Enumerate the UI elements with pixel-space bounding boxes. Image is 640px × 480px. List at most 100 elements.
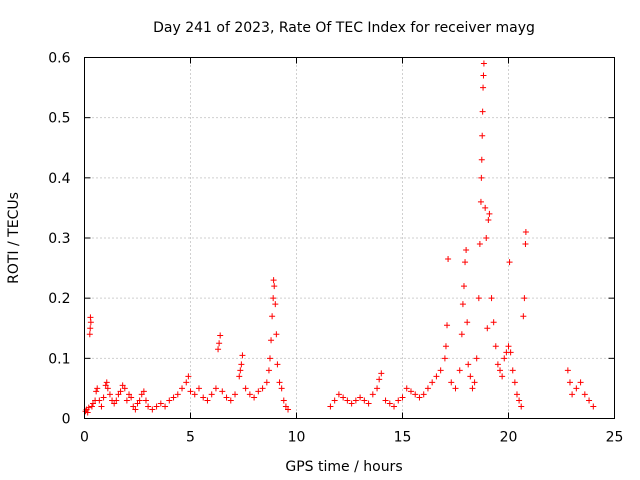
data-point (452, 385, 459, 392)
data-point (441, 355, 448, 362)
data-point (458, 331, 465, 338)
data-point (130, 403, 137, 410)
data-point (494, 361, 501, 368)
data-point (327, 403, 334, 410)
data-point (142, 397, 149, 404)
data-point (179, 385, 186, 392)
data-point (376, 376, 383, 383)
data-point (216, 340, 223, 347)
data-point (174, 391, 181, 398)
data-point (96, 397, 103, 404)
data-point (183, 379, 190, 386)
data-point (463, 247, 470, 254)
data-point (278, 385, 285, 392)
data-point (282, 403, 289, 410)
data-point (459, 301, 466, 308)
data-point (590, 403, 597, 410)
data-point (111, 400, 118, 407)
data-point (232, 391, 239, 398)
data-point (100, 394, 107, 401)
data-point (464, 319, 471, 326)
x-axis-label: GPS time / hours (285, 459, 402, 475)
data-point (268, 337, 275, 344)
data-point (513, 391, 520, 398)
data-point (140, 388, 147, 395)
y-tick-label: 0.2 (48, 291, 70, 307)
data-point (486, 210, 493, 217)
y-tick-label: 0.6 (48, 51, 70, 67)
data-point (274, 361, 281, 368)
data-point (94, 385, 101, 392)
data-point (98, 403, 105, 410)
data-point (501, 355, 508, 362)
data-point (259, 385, 266, 392)
data-point (236, 373, 243, 380)
data-point (237, 367, 244, 374)
data-point (123, 397, 130, 404)
data-point (378, 370, 385, 377)
data-point (365, 400, 372, 407)
data-point (239, 352, 246, 359)
data-point (136, 397, 143, 404)
data-point (480, 72, 487, 79)
data-point (128, 394, 135, 401)
data-point (238, 361, 245, 368)
data-point (391, 403, 398, 410)
data-point (511, 379, 518, 386)
data-point (195, 385, 202, 392)
x-tick-label: 10 (288, 430, 306, 446)
data-point (424, 385, 431, 392)
data-point (506, 259, 513, 266)
data-point (357, 394, 364, 401)
data-point (522, 241, 529, 248)
data-marks (82, 60, 597, 416)
data-point (433, 373, 440, 380)
data-point (386, 400, 393, 407)
data-point (87, 325, 94, 332)
x-tick-label: 0 (80, 430, 89, 446)
data-point (153, 403, 160, 410)
data-point (475, 295, 482, 302)
data-point (444, 322, 451, 329)
data-point (88, 403, 95, 410)
data-point (273, 331, 280, 338)
data-point (485, 216, 492, 223)
data-point (191, 391, 198, 398)
data-point (477, 198, 484, 205)
data-point (483, 235, 490, 241)
data-point (255, 388, 262, 395)
data-point (516, 397, 523, 404)
data-point (344, 397, 351, 404)
data-point (476, 241, 483, 248)
chart-title: Day 241 of 2023, Rate Of TEC Index for r… (153, 20, 535, 36)
data-point (488, 295, 495, 302)
data-point (352, 397, 359, 404)
data-point (117, 388, 124, 395)
data-point (448, 379, 455, 386)
data-point (126, 391, 133, 398)
data-point (467, 373, 474, 380)
data-point (269, 313, 276, 320)
data-point (566, 379, 573, 386)
data-point (85, 404, 92, 411)
data-point (119, 382, 126, 389)
data-point (217, 332, 224, 339)
data-point (361, 397, 368, 404)
y-tick-label: 0.4 (48, 171, 70, 187)
data-point (280, 397, 287, 404)
data-point (115, 391, 122, 398)
data-point (166, 397, 173, 404)
data-point (121, 385, 128, 392)
data-point (138, 391, 145, 398)
data-point (242, 385, 249, 392)
data-point (103, 379, 110, 386)
data-point (482, 204, 489, 211)
data-point (479, 108, 486, 115)
data-point (507, 349, 514, 356)
data-point (162, 403, 169, 410)
data-point (84, 409, 91, 416)
data-point (395, 397, 402, 404)
data-point (145, 403, 152, 410)
data-point (569, 391, 576, 398)
